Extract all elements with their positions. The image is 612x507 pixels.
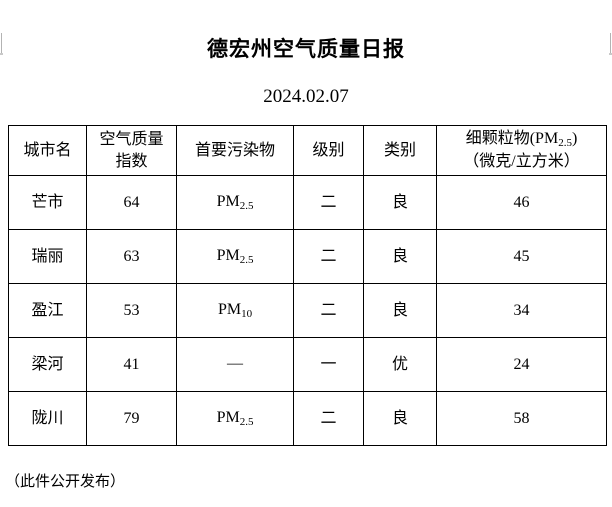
level-cell: 二 bbox=[293, 283, 364, 338]
header-category: 类别 bbox=[363, 125, 437, 176]
city-cell: 盈江 bbox=[8, 283, 87, 338]
header-aqi: 空气质量 指数 bbox=[86, 125, 177, 176]
table-row: 盈江 53 PM10 二 良 34 bbox=[8, 283, 607, 338]
aqi-cell: 64 bbox=[86, 175, 177, 230]
public-release-note: （此件公开发布） bbox=[5, 474, 126, 490]
header-pollutant: 首要污染物 bbox=[176, 125, 294, 176]
city-cell: 陇川 bbox=[8, 391, 87, 446]
header-aqi-line2: 指数 bbox=[115, 152, 148, 170]
header-pm25-line2: （微克/立方米） bbox=[463, 153, 580, 171]
pollutant-cell: PM2.5 bbox=[176, 229, 294, 284]
report-date: 2024.02.07 bbox=[263, 86, 349, 107]
city-cell: 梁河 bbox=[8, 337, 87, 392]
header-level: 级别 bbox=[293, 125, 364, 176]
city-cell: 芒市 bbox=[8, 175, 87, 230]
pm25-cell: 58 bbox=[436, 391, 607, 446]
pollutant-cell: PM2.5 bbox=[176, 175, 294, 230]
table-row: 瑞丽 63 PM2.5 二 良 45 bbox=[8, 229, 607, 284]
level-cell: 二 bbox=[293, 391, 364, 446]
level-cell: 二 bbox=[293, 229, 364, 284]
header-pm25-line1: 细颗粒物(PM2.5) bbox=[465, 130, 578, 150]
table-header-row: 城市名 空气质量 指数 首要污染物 级别 类别 细颗粒物(PM2.5) （微克/… bbox=[8, 125, 607, 176]
header-aqi-line1: 空气质量 bbox=[99, 130, 164, 148]
header-city: 城市名 bbox=[8, 125, 87, 176]
category-cell: 优 bbox=[363, 337, 437, 392]
level-cell: 二 bbox=[293, 175, 364, 230]
aqi-cell: 53 bbox=[86, 283, 177, 338]
city-cell: 瑞丽 bbox=[8, 229, 87, 284]
aqi-cell: 79 bbox=[86, 391, 177, 446]
pm25-cell: 24 bbox=[436, 337, 607, 392]
air-quality-table: 城市名 空气质量 指数 首要污染物 级别 类别 细颗粒物(PM2.5) （微克/… bbox=[8, 125, 607, 446]
table-row: 陇川 79 PM2.5 二 良 58 bbox=[8, 391, 607, 446]
page-title: 德宏州空气质量日报 bbox=[207, 37, 405, 61]
page-edge-mark-left bbox=[0, 33, 3, 55]
pm25-cell: 46 bbox=[436, 175, 607, 230]
category-cell: 良 bbox=[363, 283, 437, 338]
aqi-cell: 63 bbox=[86, 229, 177, 284]
level-cell: 一 bbox=[293, 337, 364, 392]
table-row: 梁河 41 — 一 优 24 bbox=[8, 337, 607, 392]
header-pm25: 细颗粒物(PM2.5) （微克/立方米） bbox=[436, 125, 607, 176]
pm25-cell: 34 bbox=[436, 283, 607, 338]
category-cell: 良 bbox=[363, 391, 437, 446]
pollutant-cell: PM10 bbox=[176, 283, 294, 338]
pollutant-cell: — bbox=[176, 337, 294, 392]
pollutant-cell: PM2.5 bbox=[176, 391, 294, 446]
category-cell: 良 bbox=[363, 229, 437, 284]
aqi-cell: 41 bbox=[86, 337, 177, 392]
table-row: 芒市 64 PM2.5 二 良 46 bbox=[8, 175, 607, 230]
page-edge-mark-right bbox=[609, 33, 612, 55]
pm25-cell: 45 bbox=[436, 229, 607, 284]
category-cell: 良 bbox=[363, 175, 437, 230]
